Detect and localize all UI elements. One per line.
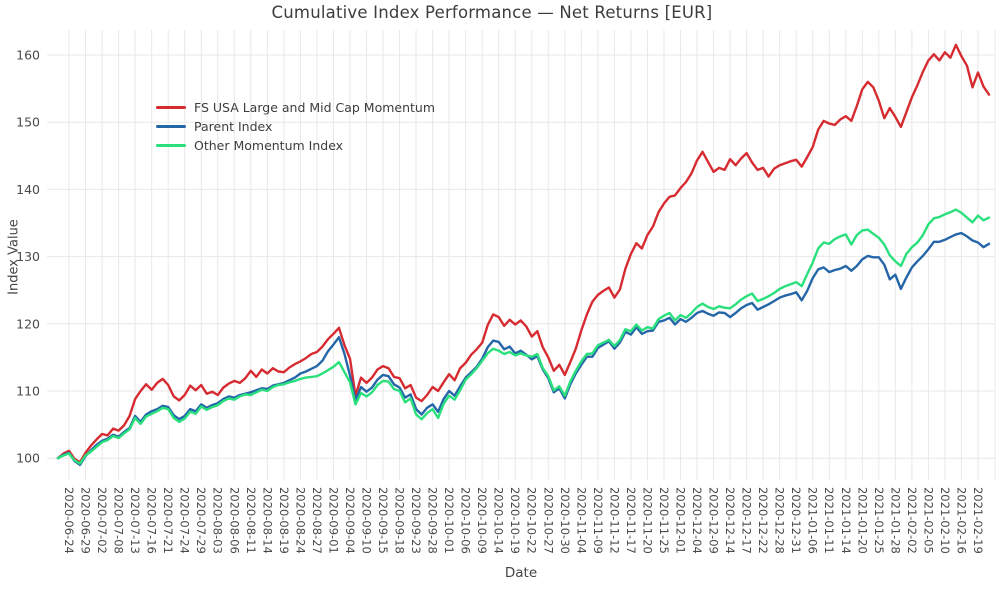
x-tick-label: 2020-06-24 bbox=[62, 487, 76, 554]
x-tick-label: 2020-07-13 bbox=[128, 487, 142, 554]
x-tick-label: 2020-08-14 bbox=[260, 487, 274, 554]
series-line-parent-index[interactable] bbox=[56, 231, 991, 467]
y-tick-label: 110 bbox=[16, 384, 40, 399]
y-tick-label: 130 bbox=[16, 249, 40, 264]
x-tick-label: 2020-12-31 bbox=[789, 487, 803, 554]
x-tick-label: 2020-08-19 bbox=[277, 487, 291, 554]
x-tick-label: 2021-01-14 bbox=[839, 487, 853, 554]
x-tick-label: 2020-08-27 bbox=[310, 487, 324, 554]
x-tick-label: 2021-02-16 bbox=[954, 487, 968, 554]
x-tick-label: 2020-11-17 bbox=[624, 487, 638, 554]
x-tick-label: 2020-07-21 bbox=[161, 487, 175, 554]
x-tick-label: 2020-12-28 bbox=[773, 487, 787, 554]
x-tick-label: 2020-07-08 bbox=[112, 487, 126, 554]
x-tick-label: 2020-11-12 bbox=[607, 487, 621, 554]
x-tick-label: 2020-09-04 bbox=[343, 487, 357, 554]
y-tick-labels: 100 110 120 130 140 150 160 bbox=[16, 48, 40, 466]
x-tick-label: 2020-09-18 bbox=[393, 487, 407, 554]
x-tick-label: 2020-08-24 bbox=[293, 487, 307, 554]
legend: FS USA Large and Mid Cap Momentum Parent… bbox=[156, 98, 435, 155]
y-tick-label: 150 bbox=[16, 115, 40, 130]
x-tick-label: 2020-12-14 bbox=[723, 487, 737, 554]
x-tick-label: 2021-01-25 bbox=[872, 487, 886, 554]
chart-title: Cumulative Index Performance — Net Retur… bbox=[271, 3, 713, 22]
legend-item-fs-usa-momentum[interactable]: FS USA Large and Mid Cap Momentum bbox=[156, 98, 435, 117]
x-axis-title: Date bbox=[504, 565, 538, 581]
x-tick-label: 2020-07-16 bbox=[145, 487, 159, 554]
x-tick-label: 2020-09-15 bbox=[376, 487, 390, 554]
x-tick-label: 2020-09-10 bbox=[359, 487, 373, 554]
series-lines[interactable] bbox=[56, 43, 991, 467]
x-tick-label: 2021-01-28 bbox=[888, 487, 902, 554]
x-tick-label: 2020-10-14 bbox=[492, 487, 506, 554]
legend-item-other-momentum[interactable]: Other Momentum Index bbox=[156, 136, 435, 155]
x-gridlines bbox=[68, 30, 996, 480]
x-tick-label: 2021-01-06 bbox=[806, 487, 820, 554]
x-tick-label: 2021-02-19 bbox=[971, 487, 985, 554]
x-tick-label: 2020-10-06 bbox=[459, 487, 473, 554]
x-tick-label: 2020-10-27 bbox=[541, 487, 555, 554]
legend-label: Other Momentum Index bbox=[194, 138, 344, 153]
x-tick-label: 2020-07-29 bbox=[194, 487, 208, 554]
x-tick-label: 2021-02-10 bbox=[938, 487, 952, 554]
x-tick-label: 2020-09-01 bbox=[326, 487, 340, 554]
y-tick-label: 100 bbox=[16, 451, 40, 466]
x-tick-label: 2020-12-09 bbox=[707, 487, 721, 554]
x-tick-label: 2020-08-06 bbox=[227, 487, 241, 554]
legend-swatch-blue-line bbox=[156, 124, 186, 129]
x-tick-label: 2020-10-09 bbox=[475, 487, 489, 554]
legend-swatch-green-line bbox=[156, 143, 186, 148]
x-tick-label: 2020-12-01 bbox=[673, 487, 687, 554]
legend-label: Parent Index bbox=[194, 119, 273, 134]
x-tick-labels: 2020-06-24 2020-06-29 2020-07-02 2020-07-08… bbox=[62, 487, 985, 554]
x-tick-label: 2020-12-17 bbox=[740, 487, 754, 554]
x-tick-label: 2021-02-02 bbox=[905, 487, 919, 554]
x-tick-label: 2020-09-23 bbox=[409, 487, 423, 554]
x-tick-label: 2020-08-11 bbox=[244, 487, 258, 554]
legend-swatch-red-line bbox=[156, 105, 186, 110]
x-tick-label: 2021-01-11 bbox=[822, 487, 836, 554]
x-tick-label: 2020-10-30 bbox=[558, 487, 572, 554]
x-tick-label: 2020-12-04 bbox=[690, 487, 704, 554]
x-tick-label: 2020-08-03 bbox=[211, 487, 225, 554]
x-tick-label: 2020-11-09 bbox=[591, 487, 605, 554]
x-tick-label: 2021-02-05 bbox=[921, 487, 935, 554]
series-line-other-momentum-index[interactable] bbox=[56, 208, 991, 465]
x-tick-label: 2020-11-04 bbox=[574, 487, 588, 554]
x-tick-label: 2020-10-19 bbox=[508, 487, 522, 554]
y-tick-label: 120 bbox=[16, 316, 40, 331]
legend-item-parent-index[interactable]: Parent Index bbox=[156, 117, 435, 136]
x-tick-label: 2020-10-01 bbox=[442, 487, 456, 554]
x-tick-label: 2020-07-02 bbox=[95, 487, 109, 554]
y-tick-label: 160 bbox=[16, 48, 40, 63]
x-tick-label: 2020-06-29 bbox=[79, 487, 93, 554]
x-tick-label: 2020-11-25 bbox=[657, 487, 671, 554]
x-tick-label: 2020-11-20 bbox=[640, 487, 654, 554]
x-tick-label: 2021-01-20 bbox=[855, 487, 869, 554]
y-axis-title: Index Value bbox=[6, 219, 22, 295]
x-tick-label: 2020-09-28 bbox=[426, 487, 440, 554]
legend-label: FS USA Large and Mid Cap Momentum bbox=[194, 100, 436, 115]
x-tick-label: 2020-12-22 bbox=[756, 487, 770, 554]
y-tick-label: 140 bbox=[16, 182, 40, 197]
x-tick-label: 2020-10-22 bbox=[525, 487, 539, 554]
series-line-fs-usa-large-and-mid-cap-momentum[interactable] bbox=[56, 43, 991, 464]
x-tick-label: 2020-07-24 bbox=[178, 487, 192, 554]
